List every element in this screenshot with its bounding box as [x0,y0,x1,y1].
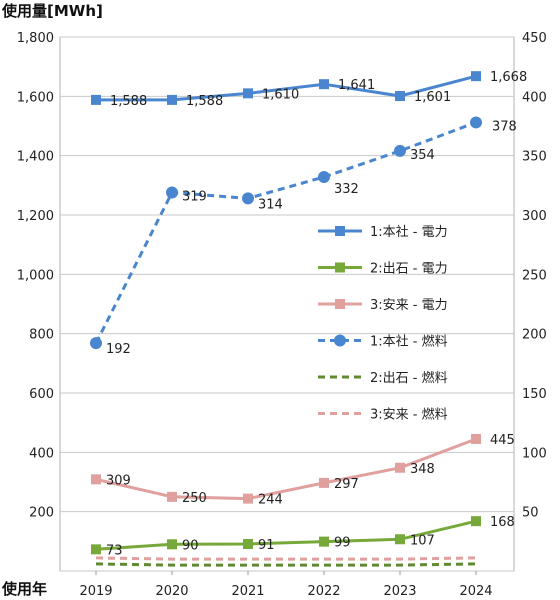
y-right-tick-label: 350 [522,150,547,165]
data-point [395,534,405,545]
data-label: 1,588 [110,94,147,109]
y-right-tick-label: 100 [522,446,547,461]
data-point [471,71,481,82]
data-label: 332 [334,182,359,197]
y-left-tick-label: 800 [29,328,54,343]
x-tick-label: 2019 [79,584,112,599]
data-point [243,539,253,550]
y-right-tick-label: 300 [522,209,547,224]
data-label-layer: 1,588 1,588 1,610 1,641 1,601 1,668 73 90 91 99 10… [106,70,527,558]
data-point [319,79,329,90]
data-label: 309 [106,473,131,488]
data-point [318,171,330,184]
legend-marker [335,226,345,236]
legend-label: 2:出石 - 燃料 [370,370,448,386]
data-point [91,474,101,485]
x-axis-title: 使用年 [1,580,47,598]
data-label: 244 [258,493,283,508]
data-label: 354 [410,148,435,163]
y-left-tick-label: 1,000 [17,268,54,283]
data-label: 1,610 [262,87,299,102]
data-point [470,116,482,129]
y-right-tick-label: 200 [522,328,547,343]
data-point [167,94,177,105]
data-label: 1,601 [414,90,451,105]
data-point [243,493,253,504]
y-right-tick-label: 150 [522,387,547,402]
data-point [394,144,406,157]
series-line [95,556,477,561]
data-label: 314 [258,197,283,212]
y-axis-title: 使用量[MWh] [1,2,103,20]
y-left-tick-label: 1,400 [17,150,54,165]
data-label: 90 [182,538,199,553]
y-left-tick-label: 1,600 [17,90,54,105]
x-tick-label: 2021 [231,584,264,599]
legend-label: 3:安来 - 電力 [370,298,448,313]
data-point [166,186,178,199]
series-line [95,519,477,551]
data-point [167,491,177,502]
data-point [471,433,481,444]
data-label: 99 [334,536,351,551]
y-right-tick-label: 450 [522,31,547,46]
legend-marker [335,262,345,273]
data-label: 378 [492,119,517,134]
data-point [90,337,102,350]
data-label: 107 [410,533,435,548]
data-label: 250 [182,491,207,506]
y-left-tick-label: 600 [29,387,54,402]
data-label: 1,668 [490,70,527,85]
y-left-tick-label: 1,800 [17,31,54,46]
data-point [471,516,481,527]
data-point [91,544,101,555]
y-left-tick-label: 1,200 [17,209,54,224]
legend-marker [335,299,345,309]
data-label: 297 [334,477,359,492]
y-right-tick-label: 50 [522,506,539,521]
data-label: 348 [410,462,435,477]
data-point [167,539,177,550]
data-point [395,462,405,473]
data-point [243,88,253,99]
legend-label: 1:本社 - 燃料 [370,334,448,350]
legend-marker [334,334,346,347]
data-label: 192 [106,342,131,357]
y-left-tick-label: 400 [29,446,54,461]
y-left-tick-label: 200 [29,506,54,521]
data-point [319,477,329,488]
y-right-tick-label: 250 [522,268,547,283]
data-label: 73 [106,543,123,558]
data-point [319,536,329,547]
legend-label: 3:安来 - 燃料 [370,407,448,423]
data-point [242,192,254,205]
x-tick-label: 2022 [307,584,340,599]
series-line [95,562,477,567]
grid-layer [59,36,515,572]
axis-layer: 2004006008001,0001,2001,4001,6001,800501… [17,31,547,599]
data-label: 1,641 [338,78,375,93]
x-tick-label: 2024 [459,584,492,599]
series-line [96,74,477,102]
y-right-tick-label: 400 [522,90,547,105]
legend-label: 2:出石 - 電力 [370,262,448,277]
series-layer [90,71,482,567]
data-point [91,94,101,105]
data-label: 168 [490,515,515,530]
data-label: 1,588 [186,94,223,109]
data-point [395,91,405,102]
x-tick-label: 2020 [155,584,188,599]
legend: 1:本社 - 電力 2:出石 - 電力 3:安来 - 電力 1:本社 - 燃料 2:出石… [318,224,448,423]
data-label: 319 [182,189,207,204]
series-line [95,437,477,501]
data-label: 91 [258,538,275,553]
legend-label: 1:本社 - 電力 [370,224,448,240]
x-tick-label: 2023 [383,584,416,599]
data-label: 445 [490,433,515,448]
